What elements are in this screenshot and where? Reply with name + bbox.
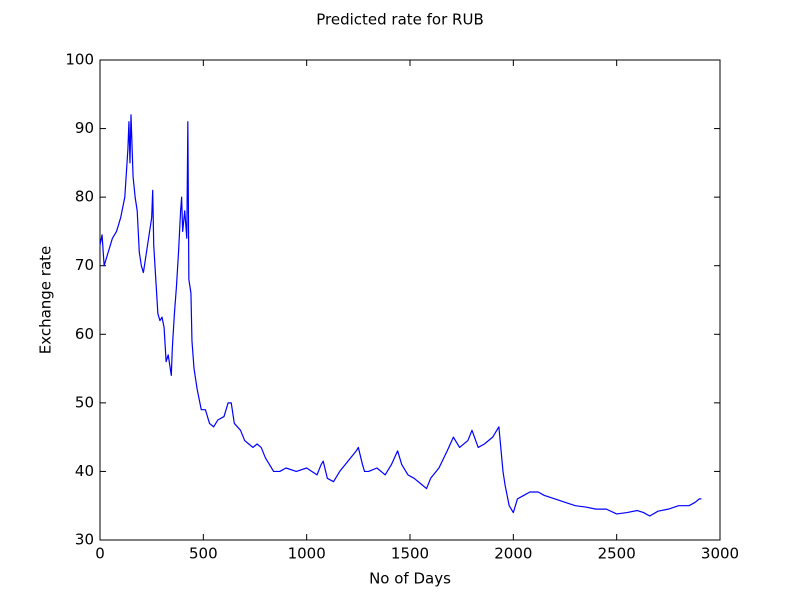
chart-title: Predicted rate for RUB: [316, 11, 484, 29]
y-tick-label: 60: [75, 325, 94, 343]
y-tick-label: 80: [75, 188, 94, 206]
x-tick-label: 2000: [494, 545, 532, 563]
data-line: [99, 114, 702, 517]
x-tick-label: 3000: [701, 545, 739, 563]
y-tick-label: 50: [75, 393, 94, 411]
x-tick-label: 500: [189, 545, 218, 563]
plot-frame: [99, 59, 721, 541]
y-tick-label: 70: [75, 256, 94, 274]
y-tick-label: 100: [65, 51, 94, 69]
x-axis-label: No of Days: [369, 570, 451, 588]
x-tick-label: 2500: [598, 545, 636, 563]
x-tick-label: 1500: [391, 545, 429, 563]
x-tick-label: 0: [95, 545, 105, 563]
y-axis-label: Exchange rate: [37, 246, 55, 355]
y-tick-label: 30: [75, 531, 94, 549]
x-tick-label: 1000: [288, 545, 326, 563]
y-tick-label: 40: [75, 462, 94, 480]
y-tick-label: 90: [75, 119, 94, 137]
